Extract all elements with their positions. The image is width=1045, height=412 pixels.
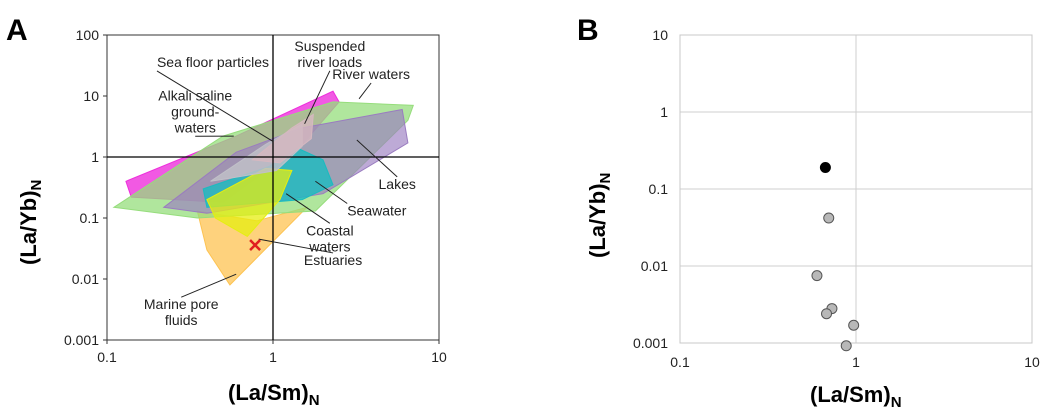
x-tick-label: 1 bbox=[852, 354, 860, 370]
panel-b-frame bbox=[679, 34, 1033, 344]
panel-a-reference-lines bbox=[107, 35, 439, 340]
x-tick-label: 10 bbox=[1024, 354, 1040, 370]
panel-a-letter: A bbox=[6, 14, 28, 47]
annotation-label: Sea floor particles bbox=[157, 54, 269, 70]
panel-a-annotations: Sea floor particles Suspended river loadsR… bbox=[144, 38, 416, 328]
annotation-leader-line bbox=[315, 180, 348, 204]
annotation-label: Marine pore fluids bbox=[144, 296, 219, 328]
panel-a-ylabel: (La/Yb)N bbox=[16, 180, 45, 265]
x-tick-label: 1 bbox=[269, 349, 277, 365]
annotation-label: Alkali saline ground-waters bbox=[158, 87, 232, 135]
y-tick-label: 100 bbox=[76, 27, 100, 43]
y-tick-label: 0.1 bbox=[80, 210, 100, 226]
annotation-leader-line bbox=[285, 193, 331, 224]
panel-b-xlabel: (La/Sm)N bbox=[810, 382, 902, 411]
panel-b-y-ticks: 0.001 0.01 0.1 1 10 bbox=[633, 27, 668, 351]
field-suspended-river-loads bbox=[251, 113, 314, 164]
panel-a-fields bbox=[112, 90, 415, 286]
x-tick-label: 0.1 bbox=[670, 354, 690, 370]
grey-data-point bbox=[840, 340, 852, 352]
panel-a-x-ticks: 0.1 1 10 bbox=[97, 340, 447, 365]
annotation-leader-line bbox=[304, 70, 331, 125]
panel-a-marker bbox=[249, 239, 261, 251]
annotation-label: Seawater bbox=[347, 202, 406, 218]
y-tick-label: 10 bbox=[652, 27, 668, 43]
x-tick-label: 0.1 bbox=[97, 349, 117, 365]
panel-a-xlabel: (La/Sm)N bbox=[228, 380, 320, 409]
annotation-leader-line bbox=[258, 238, 334, 254]
panel-b-x-ticks: 0.1 1 10 bbox=[670, 354, 1040, 370]
y-tick-label: 0.1 bbox=[649, 181, 669, 197]
y-tick-label: 0.001 bbox=[64, 332, 99, 348]
y-tick-label: 1 bbox=[660, 104, 668, 120]
y-tick-label: 1 bbox=[91, 149, 99, 165]
annotation-label: River waters bbox=[332, 66, 410, 82]
grey-data-point bbox=[821, 308, 833, 320]
panel-b-ylabel: (La/Yb)N bbox=[585, 173, 614, 258]
annotation-label: Lakes bbox=[379, 176, 416, 192]
y-tick-label: 0.01 bbox=[641, 258, 668, 274]
panel-b: B 0.001 0.01 0.1 1 10 0.1 1 10 (La/Sm)N (La/Yb… bbox=[577, 14, 1040, 411]
grey-data-point bbox=[823, 212, 835, 224]
panel-b-letter: B bbox=[577, 14, 599, 47]
annotation-label: Estuaries bbox=[304, 252, 362, 268]
annotation-leader-line bbox=[156, 70, 274, 142]
red-x-marker bbox=[249, 239, 261, 251]
grey-data-point bbox=[811, 270, 823, 282]
y-tick-label: 0.01 bbox=[72, 271, 99, 287]
annotation-label: Suspended river loads bbox=[294, 38, 365, 70]
panel-a: A Sea floor particles Suspended river load… bbox=[6, 14, 447, 409]
panel-a-y-ticks: 0.001 0.01 0.1 1 10 100 bbox=[64, 27, 107, 348]
annotation-leader-line bbox=[181, 273, 237, 298]
x-tick-label: 10 bbox=[431, 349, 447, 365]
y-tick-label: 0.001 bbox=[633, 335, 668, 351]
panel-b-grid bbox=[679, 34, 1033, 344]
annotation-leader-line bbox=[358, 82, 372, 100]
y-tick-label: 10 bbox=[83, 88, 99, 104]
black-data-point bbox=[819, 162, 831, 174]
grey-data-point bbox=[848, 319, 860, 331]
annotation-leader-line bbox=[356, 139, 398, 178]
panel-b-points bbox=[811, 162, 860, 352]
